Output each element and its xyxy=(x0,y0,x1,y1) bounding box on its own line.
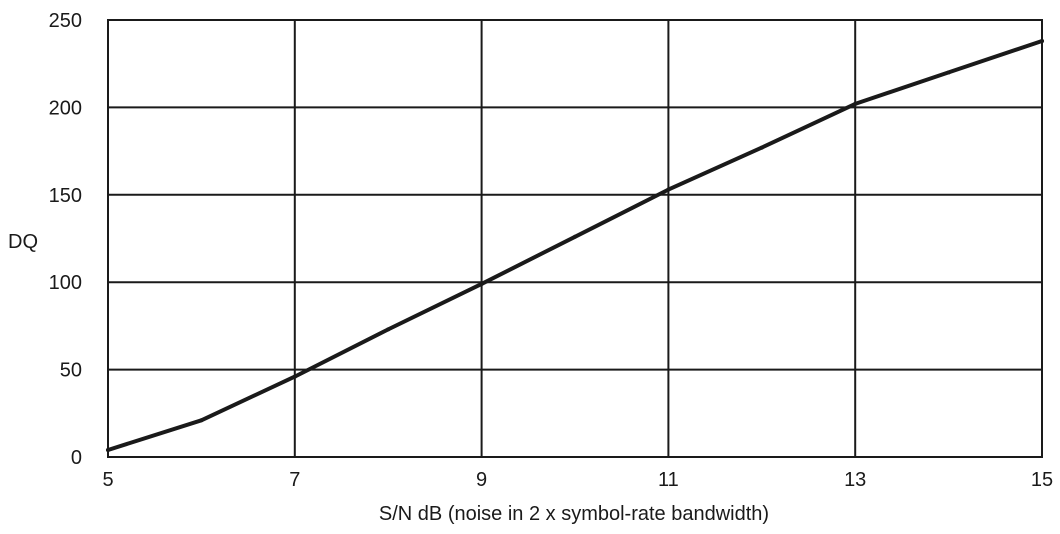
data-point xyxy=(853,101,858,106)
x-tick-label: 15 xyxy=(1031,469,1053,491)
data-point xyxy=(666,187,671,192)
grid xyxy=(108,20,1042,457)
y-tick-label: 150 xyxy=(49,185,82,207)
data-point xyxy=(759,145,764,150)
data-point xyxy=(386,327,391,332)
x-tick-label: 11 xyxy=(658,469,679,491)
data-point xyxy=(479,281,484,286)
x-tick-label: 7 xyxy=(289,469,300,491)
x-tick-label: 13 xyxy=(844,469,866,491)
y-tick-labels: 0 50 100 150 200 250 xyxy=(49,10,82,469)
series-line xyxy=(106,39,1044,452)
y-axis-title: DQ xyxy=(8,231,38,253)
plot-frame xyxy=(107,19,1043,458)
data-point xyxy=(573,234,577,239)
y-tick-label: 50 xyxy=(60,360,82,382)
data-point xyxy=(292,374,297,379)
y-tick-label: 250 xyxy=(49,10,82,32)
y-tick-label: 0 xyxy=(71,447,82,469)
data-point xyxy=(946,70,951,75)
y-tick-label: 100 xyxy=(49,272,82,294)
series-layer xyxy=(106,38,1044,453)
x-tick-labels: 5 7 9 11 13 15 xyxy=(102,469,1053,491)
x-tick-label: 5 xyxy=(102,469,113,491)
data-point xyxy=(199,418,204,423)
y-tick-label: 200 xyxy=(49,97,82,119)
x-tick-label: 9 xyxy=(476,469,487,491)
plot-border xyxy=(107,19,1043,458)
x-axis-title: S/N dB (noise in 2 x symbol-rate bandwid… xyxy=(379,503,769,525)
